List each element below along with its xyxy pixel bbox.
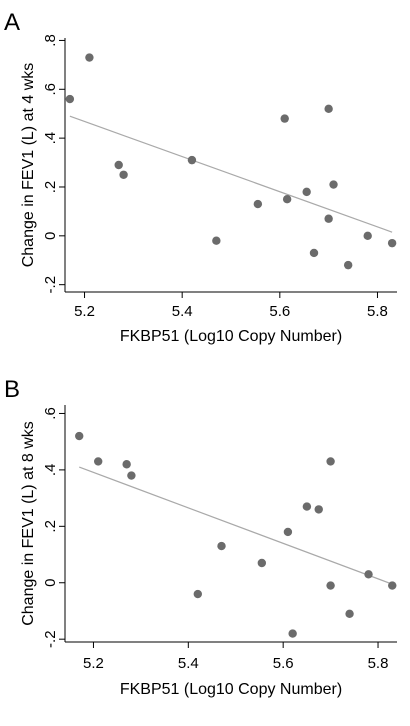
x-axis-title: FKBP51 (Log10 Copy Number)	[120, 328, 342, 345]
data-point	[288, 629, 297, 638]
data-point	[127, 471, 136, 480]
data-point	[119, 170, 128, 179]
data-point	[302, 502, 312, 511]
data-point	[253, 199, 263, 209]
data-point	[364, 570, 373, 579]
x-tick-label: 5.2	[74, 303, 95, 320]
data-point	[282, 194, 292, 204]
panel-letter: B	[4, 376, 20, 403]
data-point	[345, 609, 354, 618]
fit-line	[69, 115, 393, 233]
x-tick-label: 5.4	[178, 655, 199, 672]
x-tick-label: 5.6	[273, 655, 294, 672]
data-point	[217, 541, 226, 551]
y-tick-label: .6	[42, 407, 59, 420]
data-point	[326, 457, 335, 466]
y-axis-title: Change in FEV1 (L) at 4 wks	[20, 63, 37, 268]
data-point	[257, 558, 267, 568]
y-tick-label: .4	[42, 132, 59, 145]
data-point	[387, 238, 397, 248]
x-tick-label: 5.4	[172, 303, 193, 320]
panel-b: B -.2 0 .2 .4 .6 5.2 5.4 5.6 5.8 FKBP51 (Log10 Cop…	[4, 376, 397, 698]
y-tick-label: .6	[42, 83, 59, 96]
y-tick-label: .4	[42, 464, 59, 477]
data-point	[212, 236, 221, 245]
data-point	[343, 260, 353, 270]
data-point	[193, 589, 202, 599]
x-tick-label: 5.2	[83, 655, 104, 672]
data-point	[329, 180, 338, 189]
data-point	[65, 94, 75, 104]
data-point	[314, 505, 323, 514]
x-tick-label: 5.6	[269, 303, 290, 320]
y-tick-label: 0	[42, 232, 59, 240]
data-point	[280, 114, 289, 123]
panel-a: A -.2 0 .2 .4 .6 .8 5.2 5.4 5.6 5.8 FKBP51 (Log10 C…	[4, 9, 397, 345]
y-tick-label: .2	[42, 181, 59, 194]
data-point	[309, 248, 319, 258]
y-tick-label: 0	[42, 579, 59, 587]
fit-line	[79, 466, 393, 585]
data-point	[75, 431, 84, 441]
data-point	[85, 53, 94, 62]
x-tick-label: 5.8	[367, 303, 388, 320]
y-tick-label: .8	[42, 34, 59, 47]
data-point	[324, 214, 333, 223]
y-tick-label: -.2	[42, 276, 59, 294]
y-axis-title: Change in FEV1 (L) at 8 wks	[20, 421, 37, 626]
y-tick-label: -.2	[42, 630, 59, 648]
x-tick-label: 5.8	[368, 655, 389, 672]
y-tick-label: .2	[42, 520, 59, 533]
x-axis-title: FKBP51 (Log10 Copy Number)	[120, 681, 342, 698]
data-point	[363, 231, 372, 241]
data-point	[187, 155, 197, 165]
data-point	[283, 527, 293, 537]
data-point	[114, 160, 123, 170]
data-point	[324, 104, 333, 114]
panel-letter: A	[4, 9, 20, 36]
data-point	[94, 457, 103, 466]
data-point	[302, 187, 311, 197]
data-point	[388, 581, 397, 590]
data-point	[326, 581, 335, 590]
data-point	[122, 460, 131, 469]
